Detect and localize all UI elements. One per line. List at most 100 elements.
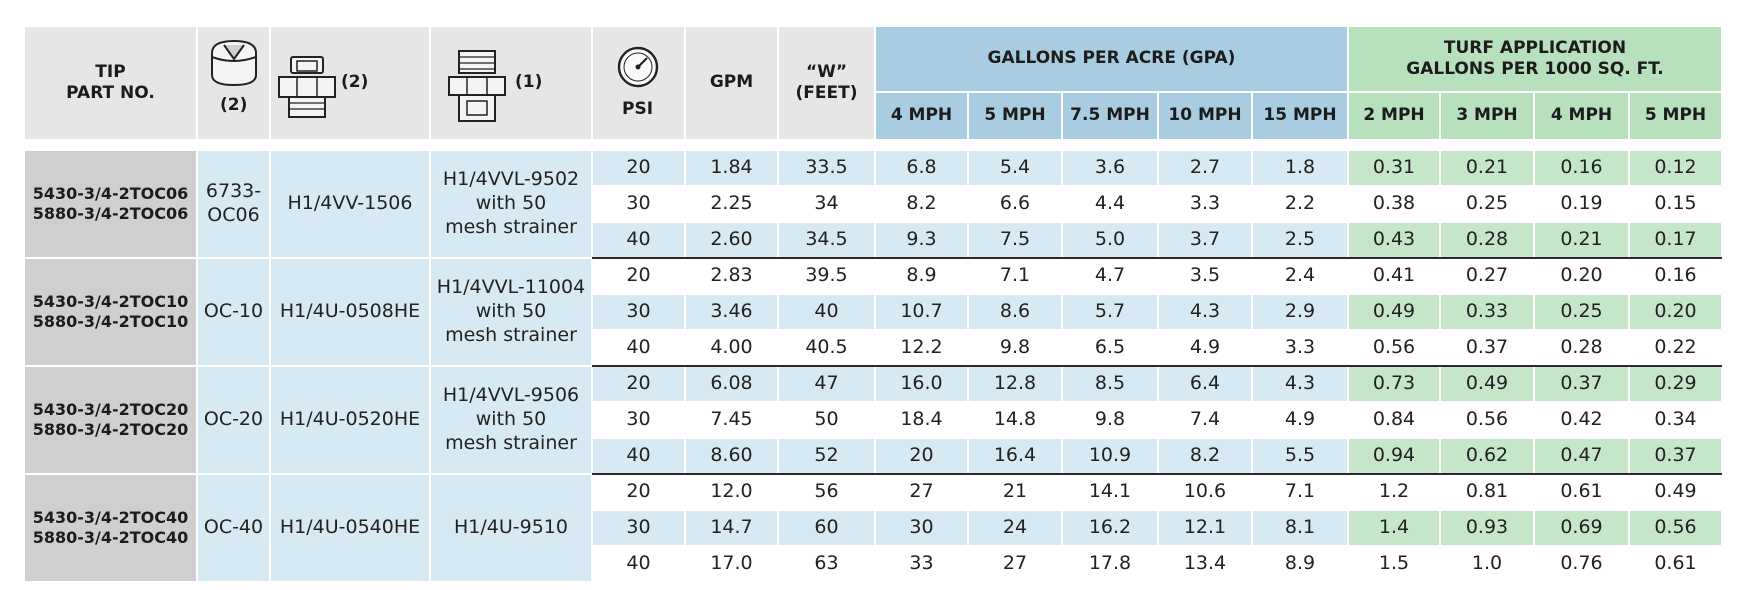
header-turf-speed: 4 MPH (1535, 93, 1628, 139)
gpa-value: 33 (876, 547, 967, 581)
gpa-value: 27 (876, 475, 967, 509)
turf-value: 0.49 (1441, 367, 1533, 401)
gpa-value: 4.7 (1063, 259, 1157, 293)
gpa-value: 1.8 (1253, 151, 1347, 185)
gpa-value: 2.7 (1159, 151, 1251, 185)
gpa-value: 4.9 (1159, 331, 1251, 365)
turf-value: 0.94 (1349, 439, 1439, 473)
gpa-value: 20 (876, 439, 967, 473)
gpa-value: 5.0 (1063, 223, 1157, 257)
gpa-value: 5.7 (1063, 295, 1157, 329)
turf-value: 0.61 (1535, 475, 1628, 509)
header-gpa-speed: 4 MPH (876, 93, 967, 139)
turf-value: 0.37 (1441, 331, 1533, 365)
gpa-value: 12.1 (1159, 511, 1251, 545)
gpa-value: 10.7 (876, 295, 967, 329)
psi-value: 40 (593, 439, 684, 473)
gpa-value: 9.3 (876, 223, 967, 257)
group-separator (592, 473, 1722, 475)
gpm-value: 2.25 (686, 187, 777, 221)
turf-value: 0.47 (1535, 439, 1628, 473)
w-feet-value: 34.5 (779, 223, 874, 257)
gpa-value: 10.6 (1159, 475, 1251, 509)
turf-value: 0.49 (1349, 295, 1439, 329)
gpm-value: 2.83 (686, 259, 777, 293)
gpa-value: 12.2 (876, 331, 967, 365)
turf-value: 0.16 (1535, 151, 1628, 185)
psi-value: 20 (593, 367, 684, 401)
turf-value: 0.38 (1349, 187, 1439, 221)
gpm-value: 2.60 (686, 223, 777, 257)
psi-value: 20 (593, 151, 684, 185)
gpm-value: 14.7 (686, 511, 777, 545)
spray-tip-part: OC-40 (198, 475, 269, 581)
turf-value: 1.4 (1349, 511, 1439, 545)
spray-tip-icon (206, 35, 262, 91)
turf-value: 0.31 (1349, 151, 1439, 185)
nozzle-body-part: H1/4U-0520HE (271, 367, 429, 473)
turf-value: 0.61 (1630, 547, 1721, 581)
gpa-value: 12.8 (969, 367, 1061, 401)
header-turf-speed: 2 MPH (1349, 93, 1439, 139)
gpm-value: 17.0 (686, 547, 777, 581)
psi-value: 30 (593, 187, 684, 221)
gpm-value: 4.00 (686, 331, 777, 365)
turf-value: 0.84 (1349, 403, 1439, 437)
gpa-value: 27 (969, 547, 1061, 581)
pressure-gauge-icon (616, 45, 660, 89)
gpa-value: 16.2 (1063, 511, 1157, 545)
turf-value: 0.34 (1630, 403, 1721, 437)
gpa-value: 8.6 (969, 295, 1061, 329)
w-feet-value: 50 (779, 403, 874, 437)
turf-value: 0.27 (1441, 259, 1533, 293)
gpa-value: 8.9 (876, 259, 967, 293)
w-feet-value: 47 (779, 367, 874, 401)
turf-value: 0.56 (1441, 403, 1533, 437)
w-feet-value: 40 (779, 295, 874, 329)
gpa-value: 2.4 (1253, 259, 1347, 293)
gpa-value: 3.3 (1159, 187, 1251, 221)
gpa-value: 4.3 (1253, 367, 1347, 401)
turf-value: 0.56 (1349, 331, 1439, 365)
turf-value: 0.33 (1441, 295, 1533, 329)
psi-value: 30 (593, 511, 684, 545)
header-tip-part-no: TIP PART NO. (25, 27, 196, 139)
strainer-part: H1/4VVL-9502 with 50 mesh strainer (431, 151, 591, 257)
turf-value: 0.73 (1349, 367, 1439, 401)
turf-value: 0.28 (1535, 331, 1628, 365)
turf-value: 0.37 (1630, 439, 1721, 473)
turf-value: 0.81 (1441, 475, 1533, 509)
header-turf-group: TURF APPLICATION GALLONS PER 1000 SQ. FT… (1349, 27, 1721, 91)
spray-tip-part: OC-20 (198, 367, 269, 473)
tip-part-no: 5430-3/4-2TOC10 5880-3/4-2TOC10 (25, 259, 196, 365)
gpa-value: 10.9 (1063, 439, 1157, 473)
gpa-value: 6.6 (969, 187, 1061, 221)
gpa-value: 7.1 (1253, 475, 1347, 509)
psi-value: 40 (593, 331, 684, 365)
psi-value: 30 (593, 403, 684, 437)
turf-value: 0.22 (1630, 331, 1721, 365)
w-feet-value: 63 (779, 547, 874, 581)
w-feet-value: 56 (779, 475, 874, 509)
turf-value: 0.20 (1630, 295, 1721, 329)
turf-value: 0.16 (1630, 259, 1721, 293)
component-qty: (1) (515, 72, 543, 92)
tip-part-no: 5430-3/4-2TOC40 5880-3/4-2TOC40 (25, 475, 196, 581)
turf-value: 0.19 (1535, 187, 1628, 221)
strainer-part: H1/4U-9510 (431, 475, 591, 581)
turf-value: 0.49 (1630, 475, 1721, 509)
gpa-value: 5.4 (969, 151, 1061, 185)
nozzle-body-part: H1/4U-0508HE (271, 259, 429, 365)
header-turf-speed: 3 MPH (1441, 93, 1533, 139)
group-separator (592, 365, 1722, 367)
gpa-value: 7.4 (1159, 403, 1251, 437)
spray-tip-part: 6733- OC06 (198, 151, 269, 257)
header-turf-speed: 5 MPH (1630, 93, 1721, 139)
psi-value: 20 (593, 259, 684, 293)
gpa-value: 24 (969, 511, 1061, 545)
header-w-feet: “W” (FEET) (779, 27, 874, 139)
gpa-value: 8.9 (1253, 547, 1347, 581)
turf-value: 0.25 (1441, 187, 1533, 221)
turf-value: 1.0 (1441, 547, 1533, 581)
